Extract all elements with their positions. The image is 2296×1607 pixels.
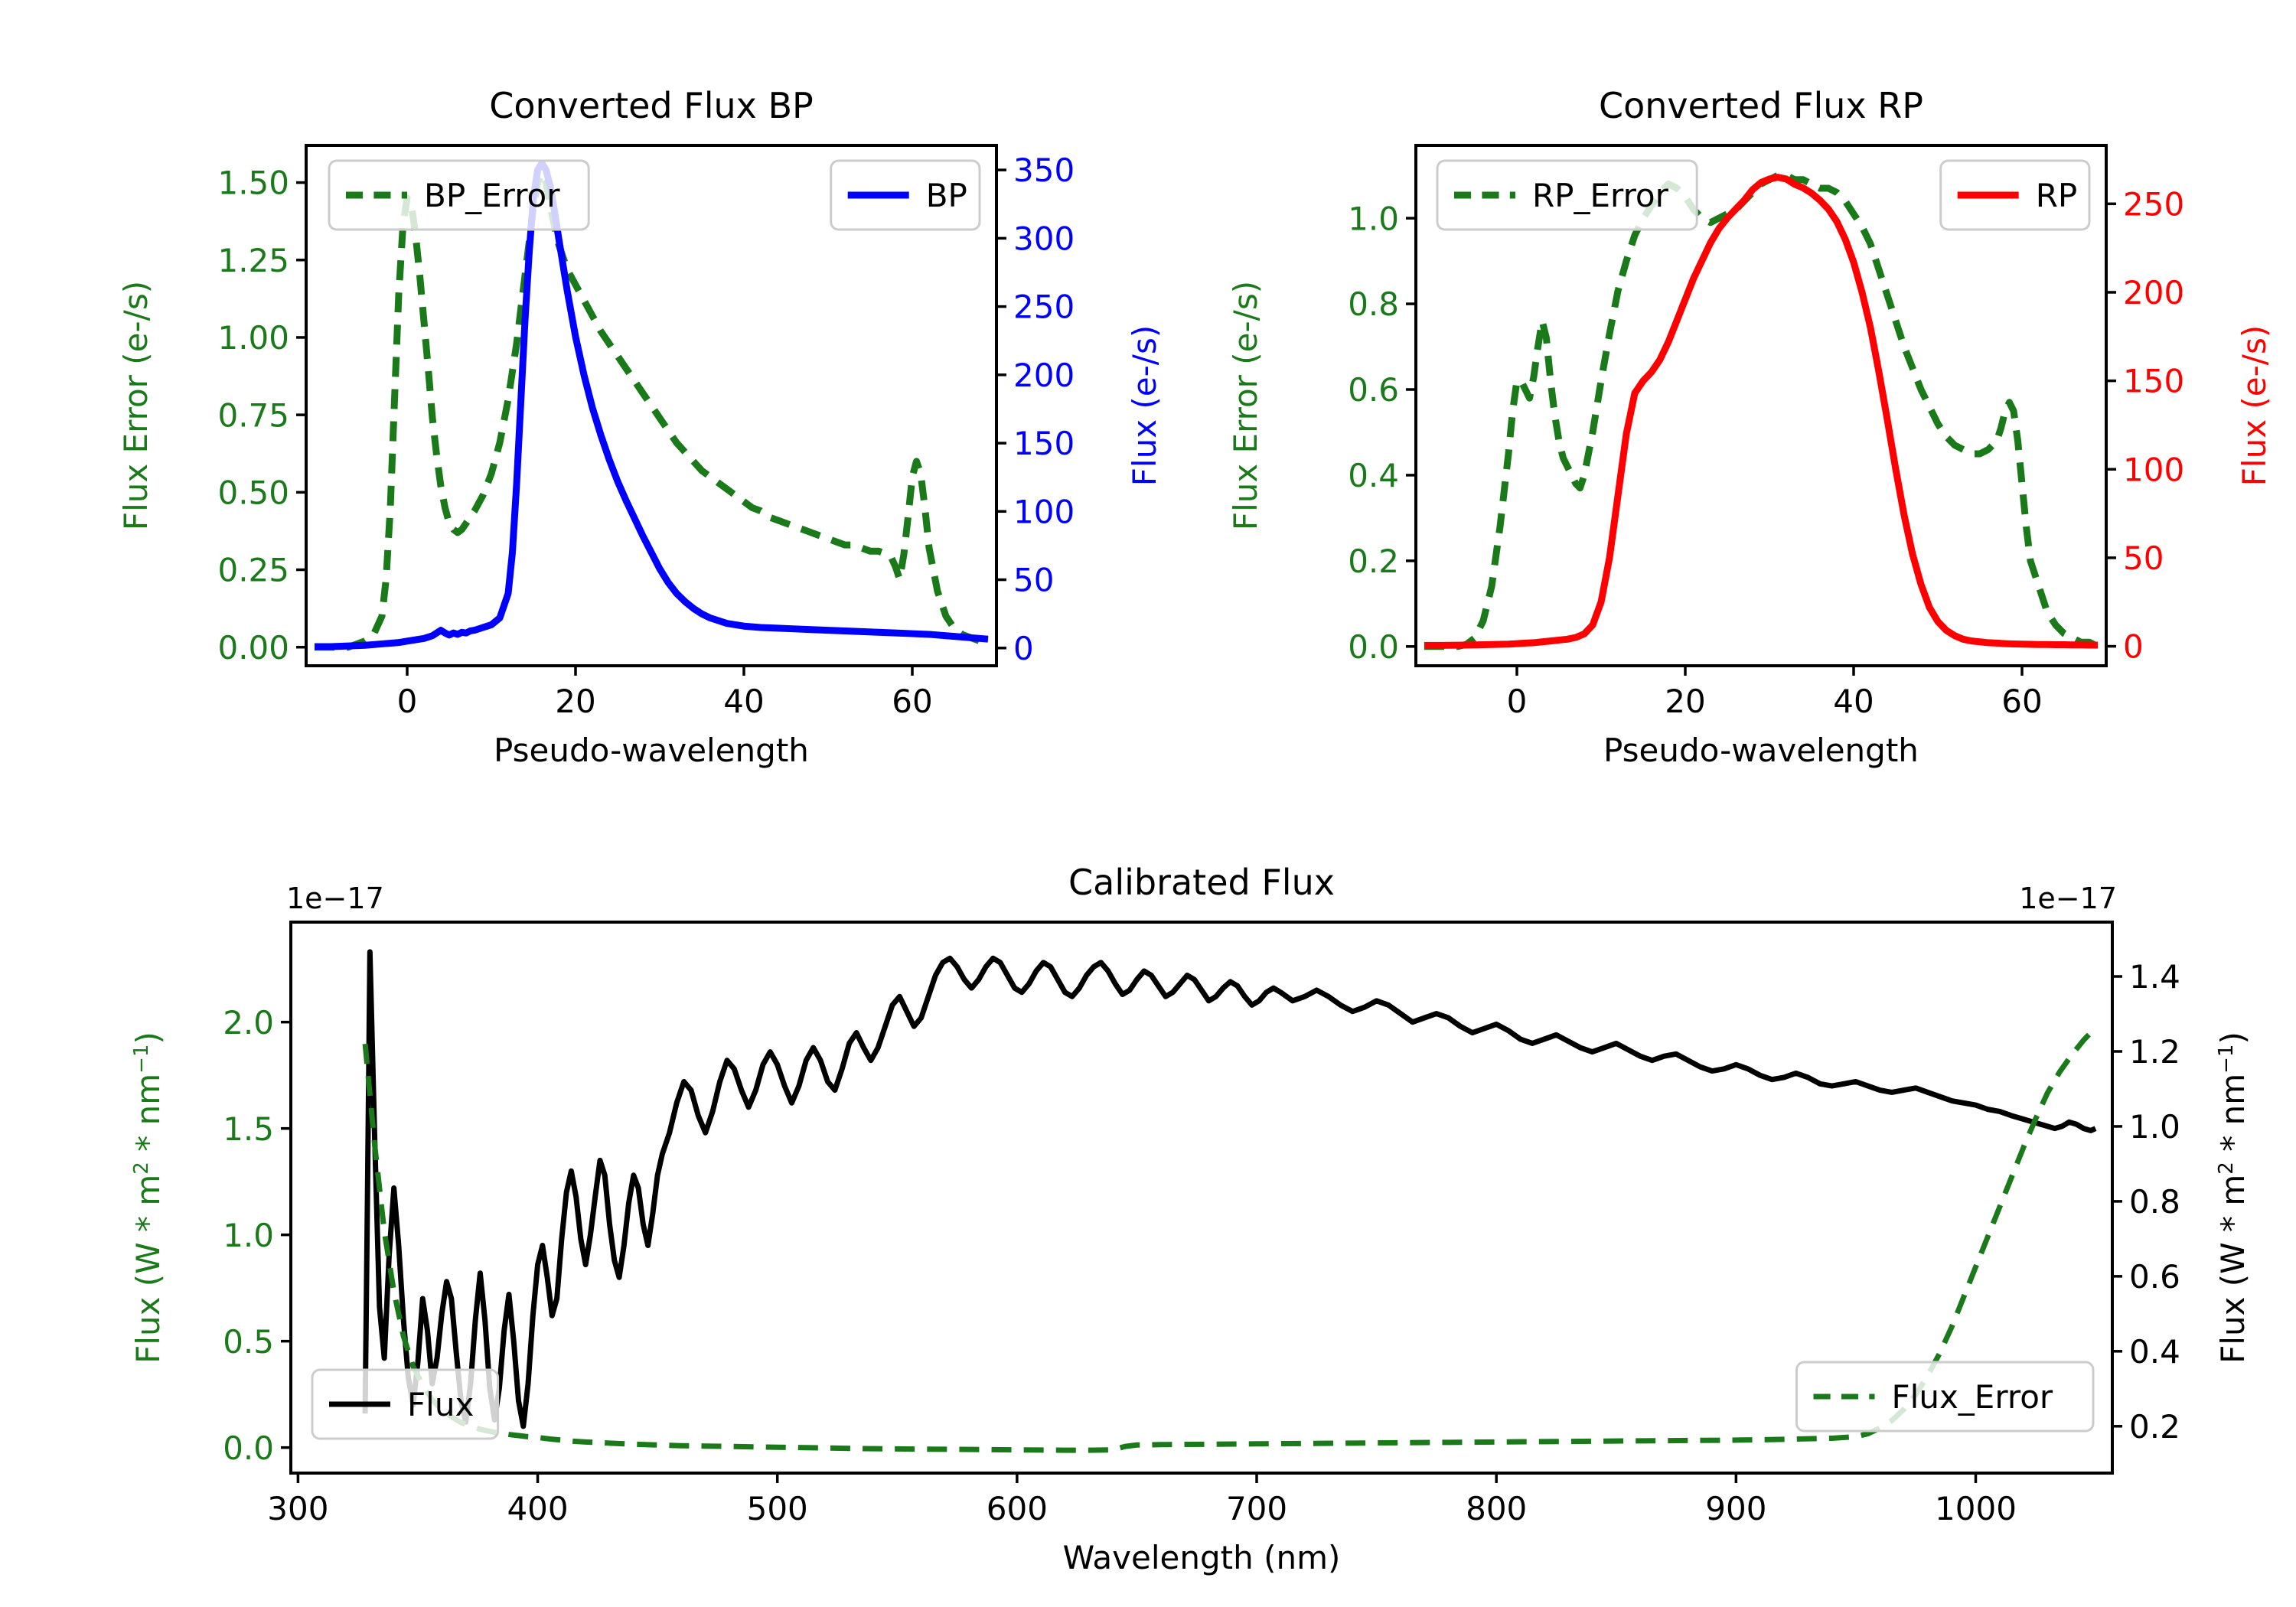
plot-frame: [1414, 144, 2108, 667]
x-tick-label: 40: [1833, 683, 1874, 720]
series-bp-error: [315, 169, 990, 651]
legend-box: [1436, 159, 1698, 231]
legend-label: BP_Error: [424, 177, 560, 214]
calibrated_panel: Calibrated Flux 1e−17 1e−17 300 400 500 600 700…: [129, 862, 2252, 1576]
x-tick-label: 300: [267, 1490, 328, 1527]
y-tick-label-right: 1.0: [2129, 1108, 2180, 1146]
x-tick-label: 900: [1705, 1490, 1766, 1527]
y-tick-label-left: 2.0: [223, 1004, 274, 1041]
y-tick-label-left: 0.25: [217, 552, 289, 589]
y-tick-label-right: 0.6: [2129, 1258, 2180, 1296]
x-axis-label: Pseudo-wavelength: [494, 732, 809, 769]
y-tick-label-right: 150: [1013, 425, 1075, 462]
series-bp: [315, 159, 989, 650]
y-axis-label-right: Flux (e-/s): [1126, 325, 1163, 486]
y-axis-label-left: Flux (W * m2 * nm−1): [129, 1032, 167, 1364]
y-tick-label-right: 1.2: [2129, 1033, 2180, 1071]
y-tick-label-right: 50: [1013, 562, 1054, 599]
legend-box: [311, 1368, 500, 1440]
y-tick-label-right: 200: [1013, 357, 1075, 394]
y-tick-label-left: 0.0: [1348, 628, 1399, 666]
y-tick-label-left: 0.5: [223, 1323, 274, 1361]
y-tick-label-right: 100: [2123, 451, 2184, 488]
y-tick-label-left: 1.50: [217, 165, 289, 202]
legend-box: [328, 159, 590, 231]
legend-label: RP_Error: [1532, 177, 1669, 214]
y-tick-label-left: 0.00: [217, 629, 289, 667]
plot-frame: [289, 921, 2114, 1475]
y-tick-label-right: 0: [1013, 630, 1034, 667]
x-tick-label: 60: [2001, 683, 2042, 720]
y-tick-label-left: 0.0: [223, 1429, 274, 1467]
x-tick-label: 20: [555, 683, 595, 720]
y-tick-label-left: 0.4: [1348, 457, 1399, 494]
x-tick-label: 40: [723, 683, 764, 720]
panel-title: Converted Flux RP: [1599, 85, 1923, 126]
left-axis-offset: 1e−17: [286, 882, 384, 915]
y-tick-label-right: 200: [2123, 274, 2184, 311]
y-tick-label-right: 300: [1013, 220, 1075, 257]
legend-label: BP: [926, 177, 967, 214]
rp_panel: Converted Flux RP 0 20 40 60 Pseudo-wavelengt…: [1227, 85, 2273, 769]
x-tick-label: 0: [1507, 683, 1528, 720]
legend-label: RP: [2036, 177, 2078, 214]
y-tick-label-left: 0.6: [1348, 371, 1399, 409]
x-tick-label: 1000: [1935, 1490, 2017, 1527]
y-tick-label-left: 0.75: [217, 396, 289, 434]
legend-label: Flux_Error: [1892, 1378, 2053, 1416]
series-flux: [362, 949, 2097, 1429]
y-axis-label-right: Flux (e-/s): [2236, 325, 2273, 486]
y-tick-label-right: 50: [2123, 539, 2164, 577]
y-tick-label-right: 0.4: [2129, 1333, 2180, 1371]
x-axis-label: Pseudo-wavelength: [1603, 732, 1919, 769]
series-rp-error: [1424, 171, 2100, 650]
legend-box: [1795, 1361, 2095, 1433]
y-axis-label-left: Flux Error (e-/s): [1227, 281, 1264, 530]
y-tick-label-left: 1.00: [217, 319, 289, 357]
x-tick-label: 700: [1226, 1490, 1287, 1527]
x-tick-label: 400: [507, 1490, 568, 1527]
y-tick-label-right: 100: [1013, 493, 1075, 530]
plot-area: [315, 159, 990, 651]
plot-area: [1424, 171, 2100, 650]
plot-frame: [305, 144, 998, 667]
series-rp: [1424, 174, 2098, 649]
y-tick-label-right: 0: [2123, 628, 2144, 666]
y-tick-label-right: 0.2: [2129, 1408, 2180, 1446]
y-tick-label-left: 1.5: [223, 1110, 274, 1148]
y-tick-label-right: 250: [2123, 185, 2184, 223]
panel-title: Converted Flux BP: [489, 85, 814, 126]
y-tick-label-right: 250: [1013, 288, 1075, 326]
y-axis-label-left: Flux Error (e-/s): [117, 281, 155, 530]
y-tick-label-left: 1.0: [223, 1217, 274, 1254]
right-axis-offset: 1e−17: [2019, 882, 2117, 915]
y-tick-label-left: 0.50: [217, 474, 289, 511]
x-tick-label: 20: [1665, 683, 1705, 720]
x-tick-label: 800: [1466, 1490, 1527, 1527]
x-tick-label: 500: [747, 1490, 808, 1527]
y-tick-label-right: 350: [1013, 152, 1075, 189]
y-tick-label-right: 1.4: [2129, 958, 2180, 996]
y-tick-label-right: 150: [2123, 363, 2184, 400]
bp_panel: Converted Flux BP 0 20 40 60 Pseudo-wavelengt…: [117, 85, 1163, 769]
x-tick-label: 0: [397, 683, 418, 720]
x-axis-label: Wavelength (nm): [1063, 1539, 1341, 1576]
y-tick-label-left: 1.0: [1348, 200, 1399, 237]
y-tick-label-left: 1.25: [217, 242, 289, 279]
panel-title: Calibrated Flux: [1068, 862, 1335, 903]
x-tick-label: 600: [987, 1490, 1048, 1527]
y-tick-label-right: 0.8: [2129, 1183, 2180, 1221]
y-tick-label-left: 0.2: [1348, 543, 1399, 580]
y-axis-label-right: Flux (W * m2 * nm−1): [2214, 1032, 2252, 1364]
legend-label: Flux: [407, 1386, 474, 1423]
y-tick-label-left: 0.8: [1348, 285, 1399, 323]
x-tick-label: 60: [892, 683, 932, 720]
